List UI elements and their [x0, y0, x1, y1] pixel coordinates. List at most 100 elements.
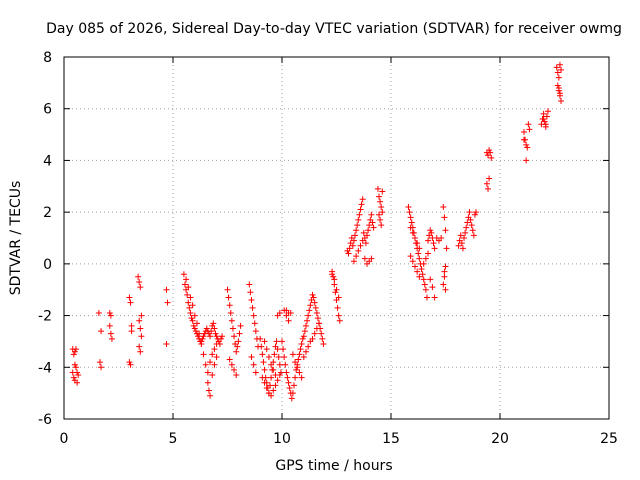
data-point: [261, 379, 268, 386]
data-point: [288, 395, 295, 402]
data-point: [181, 281, 188, 288]
data-point: [247, 289, 254, 296]
data-point: [70, 374, 77, 381]
data-point: [207, 333, 214, 340]
data-point: [259, 351, 266, 358]
data-point: [199, 335, 206, 342]
data-point: [180, 271, 187, 278]
data-point: [275, 353, 282, 360]
data-point: [335, 312, 342, 319]
data-point: [462, 229, 469, 236]
data-point: [457, 232, 464, 239]
data-point: [263, 384, 270, 391]
data-point: [487, 149, 494, 156]
data-point: [468, 222, 475, 229]
data-point: [191, 325, 198, 332]
data-point: [378, 222, 385, 229]
y-tick-label: -4: [38, 360, 52, 376]
data-point: [376, 193, 383, 200]
data-point: [467, 216, 474, 223]
data-point: [428, 229, 435, 236]
data-point: [556, 90, 563, 97]
data-point: [441, 273, 448, 280]
data-point: [409, 258, 416, 265]
data-point: [289, 351, 296, 358]
data-point: [261, 366, 268, 373]
data-point: [276, 361, 283, 368]
data-point: [292, 374, 299, 381]
data-point: [520, 128, 527, 135]
data-point: [407, 253, 414, 260]
data-point: [259, 374, 266, 381]
x-tick-label: 20: [491, 431, 509, 447]
data-point: [471, 211, 478, 218]
data-point: [542, 121, 549, 128]
data-point: [163, 286, 170, 293]
data-point: [228, 317, 235, 324]
data-point: [195, 333, 202, 340]
data-point: [270, 387, 277, 394]
data-point: [540, 110, 547, 117]
data-point: [411, 263, 418, 270]
data-point: [304, 317, 311, 324]
data-point: [485, 185, 492, 192]
data-point: [280, 346, 287, 353]
data-point: [277, 369, 284, 376]
data-point: [461, 235, 468, 241]
data-point: [229, 325, 236, 332]
data-point: [458, 240, 465, 247]
data-point: [541, 118, 548, 125]
data-point: [379, 209, 386, 216]
data-point: [289, 390, 296, 397]
data-point: [286, 384, 293, 391]
data-point: [414, 268, 421, 275]
x-tick-label: 25: [600, 431, 618, 447]
data-point: [422, 286, 429, 293]
data-point: [362, 240, 369, 247]
data-point: [558, 97, 565, 104]
data-point: [409, 229, 416, 236]
data-point: [350, 237, 357, 244]
data-point: [74, 379, 81, 386]
data-point: [190, 322, 197, 329]
data-point: [183, 276, 190, 283]
data-point: [319, 335, 326, 342]
data-point: [74, 369, 81, 376]
y-tick-label: -2: [38, 309, 52, 325]
data-point: [420, 276, 427, 283]
data-point: [553, 64, 560, 71]
data-point: [136, 278, 143, 285]
data-point: [270, 366, 277, 373]
data-point: [251, 320, 258, 327]
data-point: [335, 294, 342, 301]
data-point: [226, 302, 233, 309]
data-point: [486, 175, 493, 182]
data-point: [285, 379, 292, 386]
data-point: [314, 315, 321, 322]
data-point: [419, 271, 426, 278]
data-point: [231, 366, 238, 373]
data-point: [430, 240, 437, 247]
data-point: [127, 299, 134, 306]
data-point: [128, 322, 135, 329]
data-point: [213, 333, 220, 340]
data-point: [193, 320, 200, 327]
data-point: [127, 361, 134, 368]
data-point: [353, 227, 360, 234]
data-point: [483, 180, 490, 187]
data-point: [126, 359, 133, 366]
data-point: [368, 255, 375, 262]
data-point: [285, 309, 292, 316]
data-point: [98, 364, 105, 371]
data-point: [185, 284, 192, 291]
data-point: [95, 309, 102, 316]
data-point: [331, 276, 338, 283]
data-point: [235, 338, 242, 345]
data-point: [441, 214, 448, 221]
data-point: [377, 216, 384, 223]
data-point: [198, 341, 205, 348]
data-point: [227, 309, 234, 316]
data-point: [298, 341, 305, 348]
data-point: [300, 333, 307, 340]
data-point: [407, 224, 414, 231]
